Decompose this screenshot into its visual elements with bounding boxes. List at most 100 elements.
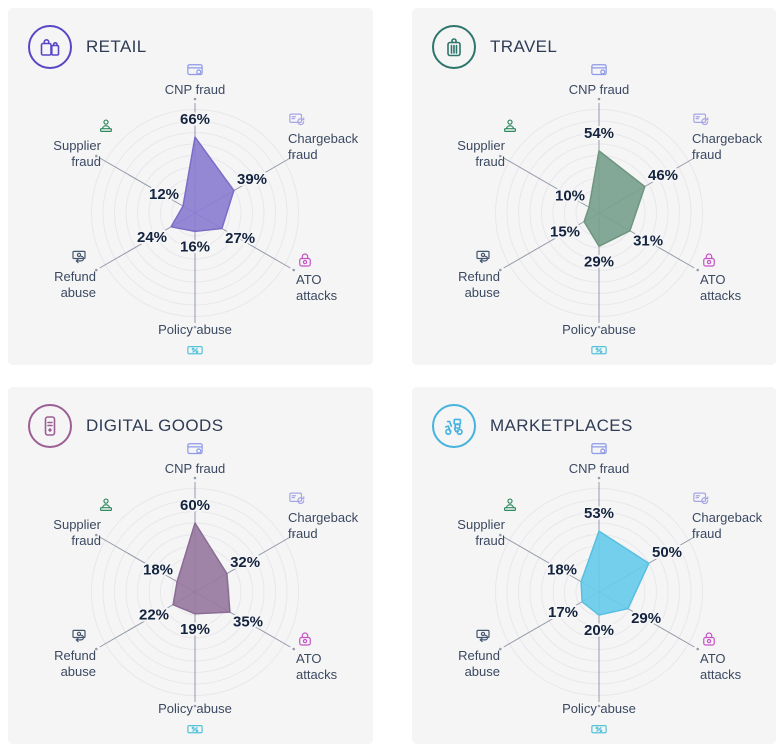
axis-label-text: CNP fraud	[125, 82, 265, 98]
smartphone-icon	[28, 404, 72, 448]
axis-label-text: Refund abuse	[22, 648, 106, 680]
radar-axis-line	[99, 157, 196, 214]
value-label: 39%	[237, 171, 267, 188]
card-header: DIGITAL GOODS	[8, 387, 373, 448]
axis-label-line: fraud	[71, 154, 101, 169]
axis-label-text: Policy abuse	[529, 322, 669, 338]
cash-refund-icon	[476, 250, 490, 264]
value-label: 18%	[547, 562, 577, 579]
axis-label-line: attacks	[700, 288, 742, 303]
axis-label-cnp: CNP fraud	[125, 440, 265, 477]
value-label: 20%	[584, 622, 614, 639]
radar-polygon	[583, 150, 646, 248]
radar-axis-end-dot	[696, 268, 699, 272]
radar-axis-end-dot	[95, 533, 98, 537]
axis-label-line: Refund	[458, 269, 500, 284]
radar-chart: 54% 46% 31% 29% 15% 10% CNP fraud Chargeback fra…	[412, 8, 776, 365]
suitcase-icon	[447, 38, 461, 57]
credit-card-icon-wrap	[125, 61, 265, 79]
axis-label-text: CNP fraud	[125, 461, 265, 477]
axis-label-policy: Policy abuse	[529, 701, 669, 738]
axis-label-supplier: Supplier fraud	[29, 496, 115, 549]
axis-label-text: ATO attacks	[296, 651, 368, 683]
axis-label-text: Policy abuse	[125, 322, 265, 338]
axis-label-text: Chargeback fraud	[692, 510, 776, 542]
axis-label-line: fraud	[288, 147, 318, 162]
radar-axis-end-dot	[193, 325, 197, 329]
axis-label-line: Supplier	[53, 138, 101, 153]
axis-label-refund: Refund abuse	[426, 248, 510, 301]
axis-label-line: ATO	[700, 272, 726, 287]
value-label: 46%	[648, 167, 678, 184]
discount-tag-icon	[591, 346, 607, 355]
axis-label-line: abuse	[60, 664, 96, 679]
value-label: 10%	[555, 187, 585, 204]
radar-chart: 60% 32% 35% 19% 22% 18% CNP fraud Chargeback fra…	[8, 387, 373, 744]
axis-label-line: fraud	[475, 154, 505, 169]
discount-tag-icon-wrap	[125, 341, 265, 359]
shopping-bags-icon	[28, 25, 72, 69]
axis-label-line: Chargeback	[692, 131, 763, 146]
card-title: TRAVEL	[490, 37, 558, 56]
radar-axis-end-dot	[292, 154, 296, 158]
value-label: 15%	[550, 224, 580, 241]
credit-card-icon-wrap	[529, 440, 669, 458]
radar-axis-line	[503, 157, 600, 214]
chargeback-card-icon	[289, 492, 305, 505]
axis-label-line: Supplier	[457, 138, 505, 153]
axis-label-line: Refund	[54, 648, 96, 663]
padlock-icon-wrap	[700, 251, 772, 269]
radar-axis-end-dot	[193, 97, 197, 101]
axis-label-line: CNP fraud	[164, 461, 226, 476]
axis-label-chargeback: Chargeback fraud	[288, 110, 372, 163]
axis-label-chargeback: Chargeback fraud	[288, 489, 372, 542]
credit-card-icon-wrap	[529, 61, 669, 79]
axis-label-line: CNP fraud	[568, 82, 630, 97]
card-header: MARKETPLACES	[412, 387, 776, 448]
padlock-icon	[703, 253, 715, 267]
radar-polygon	[170, 136, 235, 233]
shopping-bags-icon	[40, 39, 60, 56]
axis-label-supplier: Supplier fraud	[433, 496, 519, 549]
card-title: RETAIL	[86, 37, 147, 56]
axis-label-text: Refund abuse	[426, 648, 510, 680]
axis-label-chargeback: Chargeback fraud	[692, 110, 776, 163]
cash-refund-icon-wrap	[22, 627, 106, 645]
axis-label-line: Supplier	[53, 517, 101, 532]
radar-axis-end-dot	[292, 533, 296, 537]
axis-label-text: Chargeback fraud	[288, 510, 372, 542]
axis-label-text: ATO attacks	[296, 272, 368, 304]
delivery-scooter-icon	[445, 418, 463, 435]
axis-label-refund: Refund abuse	[22, 627, 106, 680]
person-laptop-icon	[100, 498, 112, 512]
axis-label-text: Refund abuse	[426, 269, 510, 301]
axis-label-line: attacks	[296, 667, 338, 682]
axis-label-line: CNP fraud	[164, 82, 226, 97]
axis-label-ato: ATO attacks	[700, 630, 772, 683]
axis-label-line: Policy abuse	[158, 322, 232, 337]
cash-refund-icon-wrap	[426, 248, 510, 266]
radar-axis-end-dot	[499, 154, 502, 158]
value-label: 16%	[180, 238, 210, 255]
padlock-icon	[703, 632, 715, 646]
radar-card-marketplaces: MARKETPLACES 53% 50% 29% 20% 17% 18% CNP fraud…	[412, 387, 776, 744]
card-header: RETAIL	[8, 8, 373, 69]
axis-label-line: Chargeback	[288, 510, 359, 525]
axis-label-ato: ATO attacks	[700, 251, 772, 304]
axis-label-line: Supplier	[457, 517, 505, 532]
radar-polygon	[580, 530, 650, 616]
axis-label-cnp: CNP fraud	[529, 61, 669, 98]
axis-label-text: Refund abuse	[22, 269, 106, 301]
value-label: 19%	[180, 621, 210, 638]
credit-card-icon	[187, 443, 203, 455]
axis-label-text: ATO attacks	[700, 651, 772, 683]
value-label: 18%	[143, 562, 173, 579]
axis-label-line: Chargeback	[692, 510, 763, 525]
radar-chart: 53% 50% 29% 20% 17% 18% CNP fraud Chargeback fra…	[412, 387, 776, 744]
axis-label-line: fraud	[71, 533, 101, 548]
axis-label-text: Chargeback fraud	[692, 131, 776, 163]
chargeback-card-icon-wrap	[692, 110, 776, 128]
axis-label-supplier: Supplier fraud	[433, 117, 519, 170]
radar-axis-end-dot	[499, 268, 502, 272]
cash-refund-icon	[72, 629, 86, 643]
